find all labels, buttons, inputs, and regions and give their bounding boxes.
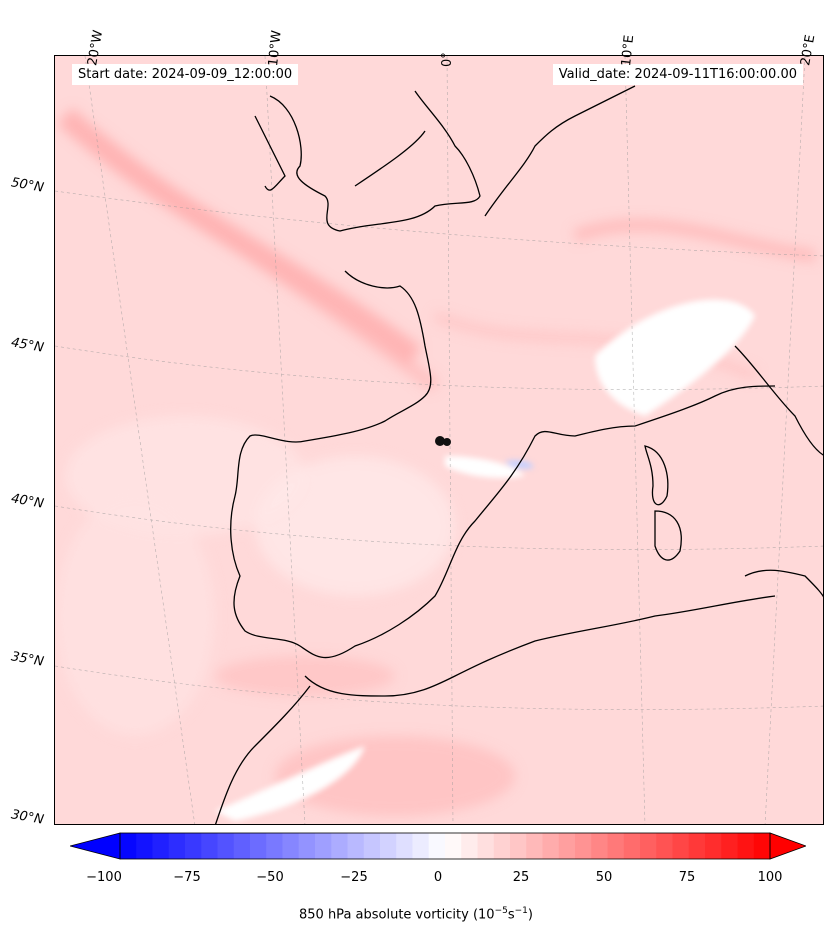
colorbar-tick: −75 [173, 870, 201, 885]
colorbar-tick: 25 [512, 870, 530, 885]
colorbar-step [737, 833, 755, 859]
colorbar-step [347, 833, 365, 859]
colorbar-tick: −50 [256, 870, 284, 885]
colorbar-step [461, 833, 478, 859]
colorbar-step [201, 833, 218, 859]
start-date-label: Start date: 2024-09-09_12:00:00 [72, 64, 299, 85]
colorbar-step [721, 833, 738, 859]
colorbar-step [705, 833, 722, 859]
colorbar-step [363, 833, 381, 859]
lat-label-50n: 50°N [9, 175, 45, 196]
colorbar-label-exponent: −1 [514, 906, 528, 916]
colorbar-tick: 0 [433, 870, 443, 885]
lat-label-35n: 35°N [9, 649, 45, 670]
colorbar-step [396, 833, 413, 859]
colorbar-step [688, 833, 706, 859]
colorbar-step [380, 833, 397, 859]
colorbar-step [607, 833, 625, 859]
graticule [55, 56, 823, 824]
colorbar-label: 850 hPa absolute vorticity (10−5s−1) [0, 906, 832, 922]
colorbar-step [591, 833, 608, 859]
colorbar-steps [120, 833, 771, 859]
colorbar-step [477, 833, 495, 859]
colorbar-tick: 100 [757, 870, 783, 885]
colorbar-label-exponent: −5 [494, 906, 508, 916]
colorbar-label-close: ) [527, 907, 533, 923]
station-marker [435, 436, 451, 446]
colorbar-step [575, 833, 592, 859]
colorbar-step [445, 833, 462, 859]
colorbar-step [526, 833, 543, 859]
colorbar-step [510, 833, 527, 859]
colorbar-step [185, 833, 202, 859]
colorbar-step [542, 833, 560, 859]
valid-date-label: Valid_date: 2024-09-11T16:00:00.00 [552, 64, 803, 85]
colorbar-step [120, 833, 137, 859]
colorbar-tick: −100 [86, 870, 122, 885]
colorbar-step [298, 833, 316, 859]
colorbar-step [136, 833, 153, 859]
colorbar-label-unit: s [507, 907, 515, 923]
colorbar-tick: −25 [340, 870, 368, 885]
colorbar-step [623, 833, 641, 859]
colorbar-step [315, 833, 332, 859]
colorbar-high-arrow [769, 832, 806, 860]
colorbar-step [152, 833, 170, 859]
colorbar-low-arrow [70, 832, 121, 860]
coastlines [214, 85, 823, 824]
colorbar-step [282, 833, 300, 859]
colorbar-step [753, 833, 771, 859]
colorbar-step [672, 833, 690, 859]
lon-label-0: 0° [440, 52, 455, 67]
colorbar-step [331, 833, 348, 859]
colorbar [70, 832, 806, 860]
map-panel [54, 55, 824, 825]
colorbar-step [217, 833, 235, 859]
lat-label-30n: 30°N [9, 807, 45, 828]
colorbar-step [266, 833, 283, 859]
colorbar-step [412, 833, 430, 859]
colorbar-step [233, 833, 251, 859]
colorbar-step [558, 833, 576, 859]
colorbar-step [493, 833, 511, 859]
colorbar-tick: 75 [678, 870, 696, 885]
colorbar-step [428, 833, 446, 859]
lat-label-40n: 40°N [9, 491, 45, 512]
colorbar-step [640, 833, 657, 859]
colorbar-label-text: 850 hPa absolute vorticity (10 [299, 907, 495, 923]
vorticity-map [55, 56, 823, 824]
colorbar-step [250, 833, 267, 859]
colorbar-step [168, 833, 186, 859]
colorbar-step [656, 833, 673, 859]
low-vorticity-patches [215, 299, 755, 821]
lat-label-45n: 45°N [9, 335, 45, 356]
colorbar-outline [119, 832, 771, 860]
colorbar-tick: 50 [595, 870, 613, 885]
vorticity-field [55, 107, 816, 816]
